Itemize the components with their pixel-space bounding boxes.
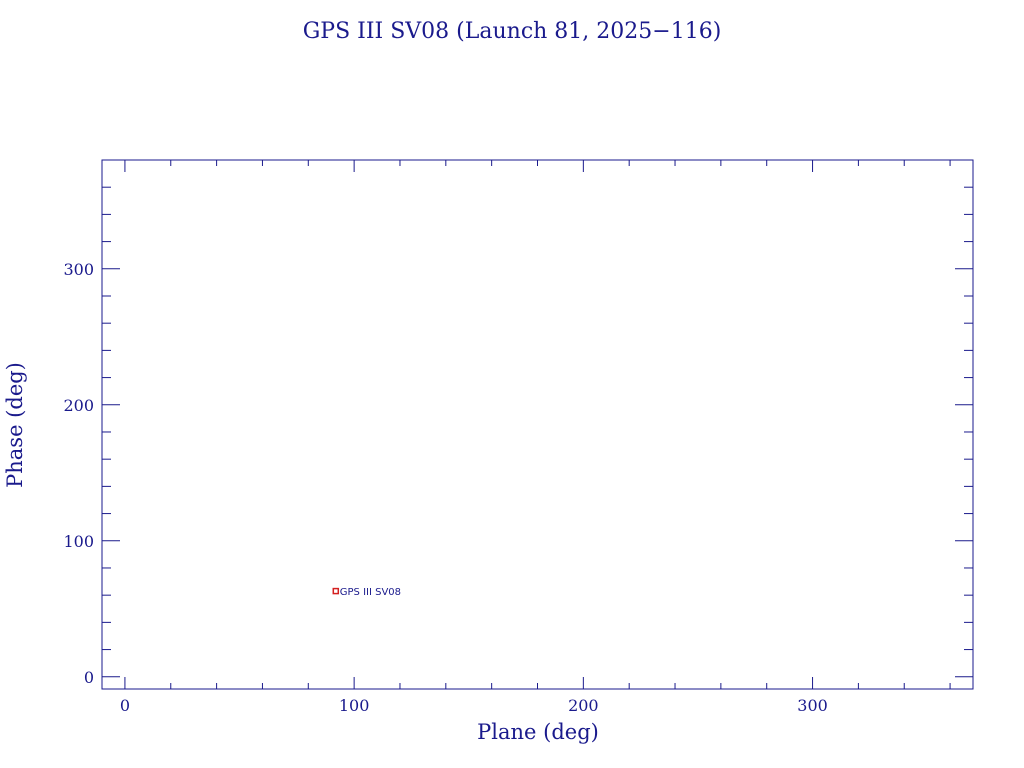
plot-frame: [101, 159, 974, 690]
x-tick-labels: 0 100 200 300: [120, 696, 828, 715]
y-axis-label: Phase (deg): [3, 362, 27, 488]
y-tick-label: 100: [63, 532, 94, 551]
x-tick-label: 200: [568, 696, 599, 715]
chart-title: GPS III SV08 (Launch 81, 2025−116): [303, 19, 722, 44]
axis-ticks: [102, 159, 973, 689]
y-tick-label: 200: [63, 396, 94, 415]
x-tick-label: 300: [797, 696, 828, 715]
x-tick-label: 100: [339, 696, 370, 715]
x-axis-label: Plane (deg): [477, 720, 599, 744]
satellite-point-label: GPS III SV08: [340, 587, 401, 598]
data-points: GPS III SV08: [332, 587, 401, 598]
y-tick-label: 0: [84, 668, 94, 687]
y-tick-label: 300: [63, 260, 94, 279]
x-tick-label: 0: [120, 696, 130, 715]
satellite-point: [332, 587, 340, 595]
y-tick-labels: 0 100 200 300: [63, 260, 94, 687]
